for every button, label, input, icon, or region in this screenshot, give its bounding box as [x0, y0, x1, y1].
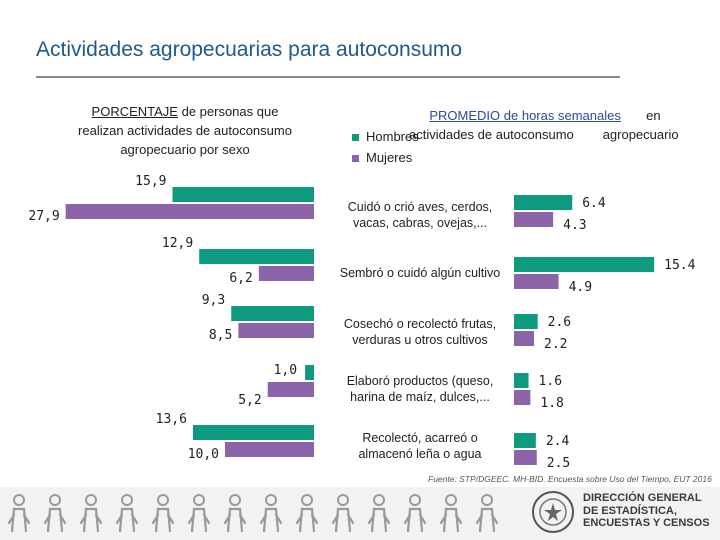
gardening-icon	[367, 493, 391, 533]
category-line1: Elaboró productos (queso,	[346, 374, 494, 388]
left-label-hombres: 13,6	[156, 412, 187, 427]
right-bar-mujeres	[514, 450, 537, 465]
right-bar-hombres	[514, 373, 529, 388]
right-bar-mujeres	[514, 331, 535, 346]
wheelchair-icon	[259, 493, 283, 533]
org-name: DIRECCIÓN GENERAL DE ESTADÍSTICA, ENCUES…	[583, 492, 710, 530]
right-label-mujeres: 4.9	[569, 280, 592, 295]
left-label-mujeres: 10,0	[188, 447, 219, 462]
left-bar-hombres	[199, 249, 314, 264]
left-label-mujeres: 8,5	[209, 328, 232, 343]
person-icon	[7, 493, 31, 533]
left-label-hombres: 15,9	[135, 174, 166, 189]
left-bar-hombres	[305, 365, 314, 380]
category-line1: Cuidó o crió aves, cerdos,	[347, 200, 493, 214]
legend-label-mujeres: Mujeres	[366, 150, 413, 165]
left-bar-hombres	[192, 425, 314, 440]
right-label-hombres: 2.4	[546, 434, 570, 449]
left-label-mujeres: 27,9	[28, 209, 59, 224]
right-bar-hombres	[514, 433, 536, 448]
sewing-icon	[403, 493, 427, 533]
left-label-hombres: 9,3	[202, 293, 225, 308]
category-line1: Cosechó o recolectó frutas,	[343, 317, 497, 331]
legend-swatch-mujeres	[352, 155, 359, 163]
right-bar-mujeres	[514, 212, 554, 227]
running-icon	[187, 493, 211, 533]
org-line3: ENCUESTAS Y CENSOS	[583, 517, 710, 529]
elder-icon	[331, 493, 355, 533]
left-bar-hombres	[172, 187, 314, 202]
legend-swatch-hombres	[352, 134, 359, 142]
org-line1: DIRECCIÓN GENERAL	[583, 492, 702, 504]
category-line2: harina de maíz, dulces,...	[350, 390, 490, 404]
left-bar-mujeres	[65, 204, 314, 219]
right-label-mujeres: 2.5	[547, 456, 570, 471]
left-label-mujeres: 6,2	[229, 271, 252, 286]
left-label-mujeres: 5,2	[238, 393, 261, 408]
left-heading-underlined: PORCENTAJE	[91, 104, 178, 119]
right-bar-hombres	[514, 195, 573, 210]
laundry-icon	[115, 493, 139, 533]
right-bar-hombres	[514, 314, 538, 329]
right-heading-line2b: agropecuario	[602, 127, 679, 142]
left-bar-mujeres	[258, 266, 314, 281]
family-icon	[475, 493, 499, 533]
right-bar-mujeres	[514, 274, 559, 289]
category-label-cosecha: Cosechó o recolectó frutas, verduras u o…	[324, 316, 516, 348]
category-line2: vacas, cabras, ovejas,...	[352, 216, 488, 230]
right-heading-en: en	[646, 108, 661, 123]
cooking-icon	[79, 493, 103, 533]
category-label-cultivo: Sembró o cuidó algún cultivo	[324, 265, 516, 281]
bar-charts: 15,9 27,9 12,9 6,2 9,3 8,5 1,0 5,2 13,6 10,0 6.4 4.…	[28, 174, 695, 471]
org-line2: DE ESTADÍSTICA,	[583, 504, 677, 517]
right-bar-hombres	[514, 257, 655, 272]
source-note: Fuente: STP/DGEEC. MH-BID. Encuesta sobr…	[428, 474, 712, 484]
category-line1: Recolectó, acarreó o	[362, 431, 478, 445]
right-label-hombres: 2.6	[548, 315, 571, 330]
left-label-hombres: 1,0	[274, 363, 297, 378]
caregiving-icon	[295, 493, 319, 533]
right-heading-line2a: actividades de autoconsumo	[409, 127, 574, 142]
left-heading-rest: de personas que	[177, 104, 279, 119]
volunteer-icon	[439, 493, 463, 533]
right-heading-underlined: PROMEDIO de horas semanales	[429, 108, 621, 123]
childcare-icon	[151, 493, 175, 533]
left-heading-line2: realizan actividades de autoconsumo	[78, 123, 292, 138]
right-bar-mujeres	[514, 390, 531, 405]
left-chart-heading: PORCENTAJE de personas que realizan acti…	[55, 102, 315, 159]
right-label-hombres: 6.4	[582, 196, 606, 211]
legend-hombres: Hombres	[352, 129, 419, 144]
legend-mujeres: Mujeres	[352, 150, 412, 165]
right-heading-line1: PROMEDIO de horas semanales en	[395, 106, 695, 125]
left-bar-mujeres	[238, 323, 314, 338]
right-label-mujeres: 1.8	[540, 396, 563, 411]
category-line2: almacenó leña o agua	[358, 447, 482, 461]
category-label-lena: Recolectó, acarreó o almacenó leña o agu…	[324, 430, 516, 462]
page-title: Actividades agropecuarias para autoconsu…	[36, 38, 463, 61]
right-label-mujeres: 2.2	[544, 337, 567, 352]
category-line2: verduras u otros cultivos	[352, 333, 488, 347]
reading-icon	[223, 493, 247, 533]
category-line1: Sembró o cuidó algún cultivo	[339, 266, 501, 280]
left-bar-mujeres	[225, 442, 314, 457]
right-label-hombres: 1.6	[539, 374, 562, 389]
government-seal-icon	[532, 491, 574, 533]
right-heading-line2: actividades de autoconsumo agropecuario	[395, 125, 695, 144]
legend-label-hombres: Hombres	[366, 129, 419, 144]
category-label-productos: Elaboró productos (queso, harina de maíz…	[324, 373, 516, 405]
left-bar-mujeres	[267, 382, 314, 397]
right-chart-heading: PROMEDIO de horas semanales en actividad…	[395, 106, 695, 144]
right-label-hombres: 15.4	[664, 258, 695, 273]
cleaning-icon	[43, 493, 67, 533]
category-label-aves: Cuidó o crió aves, cerdos, vacas, cabras…	[324, 199, 516, 231]
left-bar-hombres	[231, 306, 314, 321]
title-divider	[36, 76, 620, 78]
right-label-mujeres: 4.3	[563, 218, 586, 233]
left-label-hombres: 12,9	[162, 236, 193, 251]
left-heading-line3: agropecuario por sexo	[120, 142, 250, 157]
